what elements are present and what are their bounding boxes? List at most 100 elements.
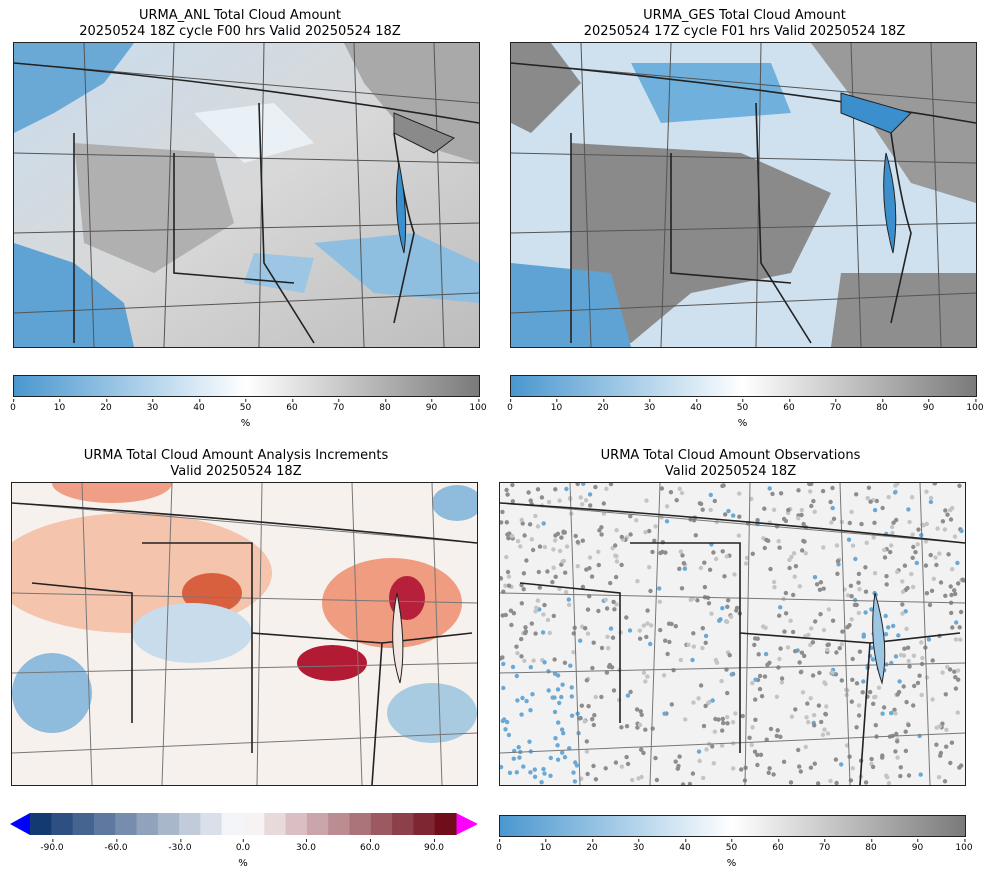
station-dot (504, 554, 509, 560)
increments-blob (132, 603, 252, 663)
increments-tick: 30.0 (295, 839, 317, 853)
station-dot (886, 781, 892, 785)
station-dot (515, 539, 521, 544)
anl-state-borders (14, 62, 479, 344)
station-dot (610, 635, 616, 640)
station-dot (730, 720, 736, 725)
station-dot (796, 747, 801, 753)
station-dot (613, 543, 618, 548)
station-dot (791, 551, 797, 556)
station-dot (714, 660, 720, 665)
anl-map-canvas (14, 43, 479, 347)
station-dot (894, 731, 899, 737)
station-dot (873, 694, 878, 700)
station-dot (874, 498, 879, 504)
station-dot (593, 484, 598, 490)
station-dot (750, 551, 755, 556)
station-dot (737, 514, 742, 519)
station-dot (957, 483, 962, 488)
panel-observations: URMA Total Cloud Amount Observations Val… (496, 440, 993, 880)
station-dot (560, 750, 565, 755)
station-dot (528, 498, 533, 503)
station-dot (900, 579, 905, 584)
station-dot (938, 580, 944, 585)
station-dot (848, 583, 854, 588)
station-dot (681, 561, 687, 566)
station-dot (759, 694, 765, 699)
increments-colorbar-step (328, 813, 350, 835)
station-dot (796, 516, 801, 521)
station-dot (604, 606, 610, 611)
station-dot (799, 512, 804, 518)
station-dot (664, 519, 670, 524)
station-dot (690, 657, 695, 663)
station-dot (834, 543, 840, 548)
observations-colorbar-unit: % (726, 858, 737, 869)
station-dot (548, 773, 553, 778)
station-dot (821, 627, 827, 633)
station-dot (750, 680, 755, 686)
station-dot (923, 563, 929, 568)
station-dot (812, 509, 817, 514)
station-dot (539, 780, 544, 785)
station-dot (828, 499, 833, 505)
station-dot (645, 674, 650, 679)
station-dot (802, 653, 807, 659)
station-dot (734, 608, 739, 613)
station-dot (752, 642, 757, 648)
station-dot (701, 723, 707, 729)
ges-cloud-region (511, 43, 581, 133)
increments-blob (432, 485, 477, 521)
station-dot (605, 634, 610, 639)
station-dot (509, 622, 514, 628)
observations-tick: 0 (496, 839, 502, 853)
increments-colorbar-step (30, 813, 52, 835)
station-dot (679, 586, 685, 591)
station-dot (892, 490, 898, 495)
panel-increments: URMA Total Cloud Amount Analysis Increme… (0, 440, 496, 880)
station-dot (803, 744, 808, 750)
station-dot (808, 696, 813, 701)
station-dot (721, 720, 726, 726)
station-dot (949, 610, 954, 616)
station-dot (643, 679, 648, 684)
anl-tick: 100 (469, 399, 487, 413)
station-dot (500, 520, 504, 525)
station-dot (757, 686, 763, 692)
station-dot (911, 703, 916, 708)
station-dot (587, 566, 592, 571)
observations-colorbar (499, 815, 966, 837)
panel-observations-title-1: URMA Total Cloud Amount Observations (600, 448, 861, 463)
station-dot (671, 668, 676, 673)
station-dot (703, 703, 708, 709)
station-dot (677, 566, 682, 571)
station-dot (552, 671, 558, 676)
station-dot (753, 636, 758, 641)
station-dot (762, 506, 767, 511)
increments-blob (297, 645, 367, 681)
station-dot (647, 528, 652, 534)
station-dot (533, 609, 538, 614)
station-dot (555, 687, 561, 692)
station-dot (700, 626, 705, 631)
station-dot (504, 719, 510, 725)
station-dot (596, 562, 601, 568)
station-dot (933, 555, 938, 560)
station-dot (902, 563, 908, 568)
station-dot (793, 649, 798, 654)
station-dot (863, 589, 869, 594)
station-dot (846, 537, 852, 542)
station-dot (511, 756, 516, 761)
station-dot (959, 528, 964, 534)
station-dot (753, 717, 758, 722)
ges-tick: 40 (690, 399, 702, 413)
station-dot (898, 765, 903, 770)
station-dot (500, 509, 505, 515)
station-dot (641, 670, 647, 675)
observations-tick: 20 (586, 839, 598, 853)
station-dot (679, 490, 685, 496)
station-dot (854, 602, 859, 608)
station-dot (500, 718, 505, 724)
anl-cloud-region (244, 253, 314, 293)
ges-map (510, 42, 977, 348)
